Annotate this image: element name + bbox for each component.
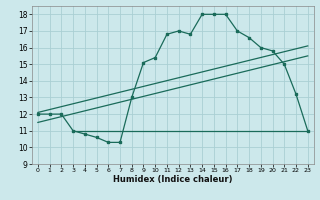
X-axis label: Humidex (Indice chaleur): Humidex (Indice chaleur): [113, 175, 233, 184]
